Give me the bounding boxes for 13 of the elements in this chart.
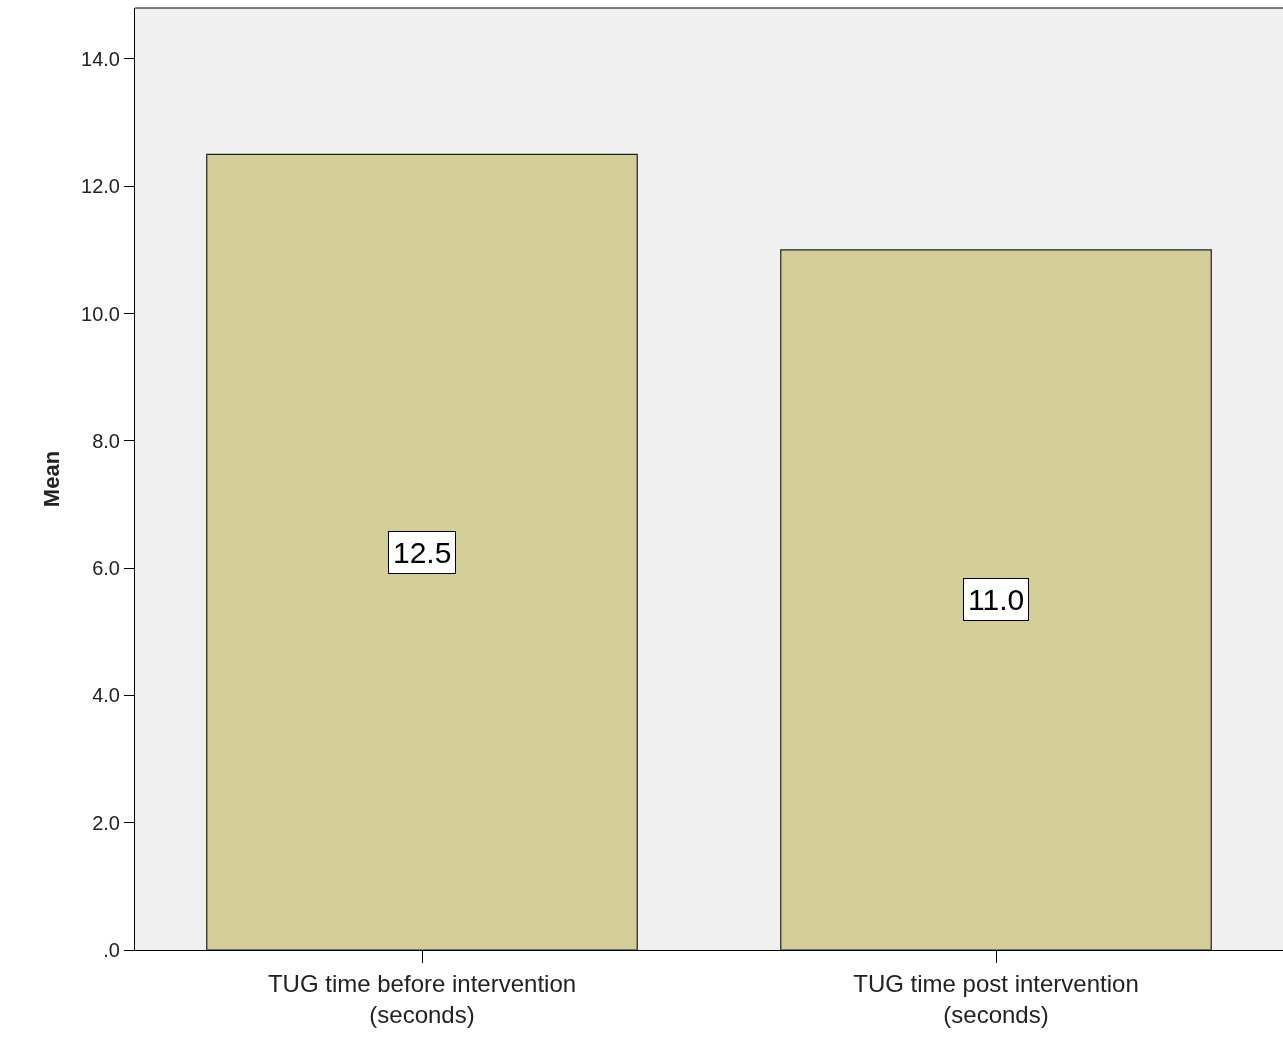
y-tick-label: 2.0 xyxy=(92,811,120,834)
x-tick-label: TUG time before intervention (seconds) xyxy=(267,969,577,1028)
y-axis-title: Mean xyxy=(38,450,64,508)
y-tick-label: 14.0 xyxy=(81,47,120,70)
y-tick-label: 8.0 xyxy=(92,429,120,452)
y-tick-label: 4.0 xyxy=(92,684,120,707)
y-tick-label: 12.0 xyxy=(81,175,120,198)
y-tick-label: .0 xyxy=(103,939,120,961)
y-tick-label: 10.0 xyxy=(81,302,120,325)
x-tick-label: TUG time post intervention (seconds) xyxy=(853,969,1139,1028)
data-label: 11.0 xyxy=(968,583,1025,616)
data-label: 12.5 xyxy=(393,536,452,569)
y-tick-label: 6.0 xyxy=(92,557,120,580)
